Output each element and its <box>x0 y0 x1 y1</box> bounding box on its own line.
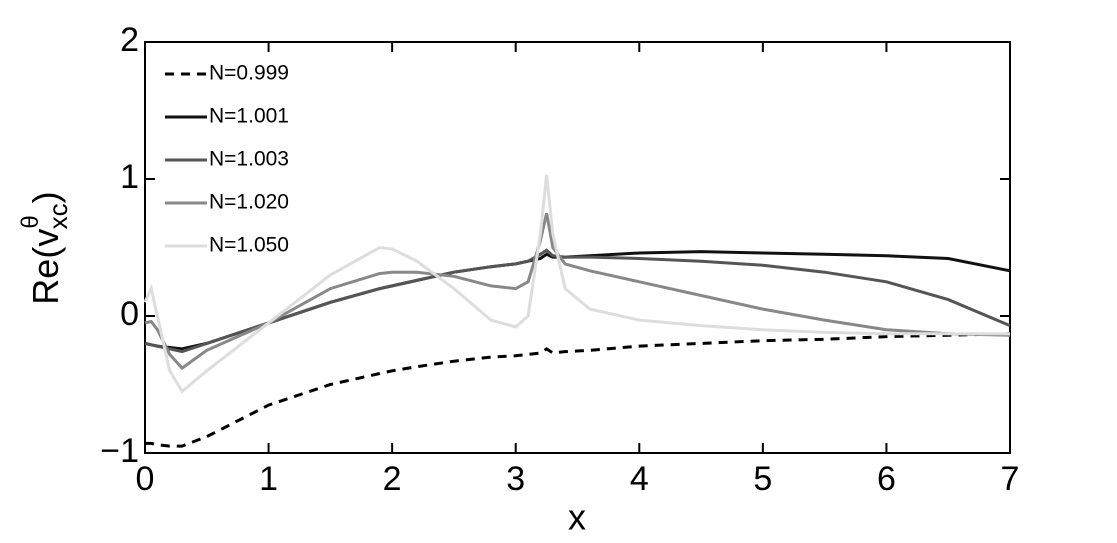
x-tick-label: 1 <box>259 460 278 498</box>
y-tick-label: 0 <box>120 295 139 333</box>
y-tick-label: 1 <box>120 158 139 196</box>
y-axis-label: Re(vθxc) <box>17 191 73 304</box>
x-tick-label: 5 <box>753 460 772 498</box>
legend-label: N=1.003 <box>209 148 289 171</box>
legend-label: N=1.020 <box>209 191 289 214</box>
legend-label: N=1.001 <box>209 105 289 128</box>
y-label-sub: xc <box>43 203 73 229</box>
y-label-base: Re(v <box>25 229 66 305</box>
y-label-sup: θ <box>17 215 44 228</box>
y-label-close: ) <box>25 191 66 203</box>
plot-frame <box>144 41 1011 454</box>
x-tick-label: 6 <box>877 460 896 498</box>
x-tick-label: 3 <box>506 460 525 498</box>
series-line <box>143 174 1010 394</box>
x-tick-label: 7 <box>1001 460 1020 498</box>
y-label-text: Re(vθxc) <box>17 191 73 304</box>
x-tick-label: 4 <box>630 460 649 498</box>
x-axis-label: x <box>568 497 586 538</box>
series-line <box>144 212 1011 371</box>
x-tick-label: 0 <box>136 460 155 498</box>
y-tick-label: −1 <box>100 432 139 470</box>
series-line <box>144 248 1011 354</box>
legend-label: N=1.050 <box>209 234 289 257</box>
y-tick-label: 2 <box>120 21 139 59</box>
series-line <box>145 332 1011 448</box>
legend-label: N=0.999 <box>209 62 289 85</box>
x-tick-label: 2 <box>383 460 402 498</box>
